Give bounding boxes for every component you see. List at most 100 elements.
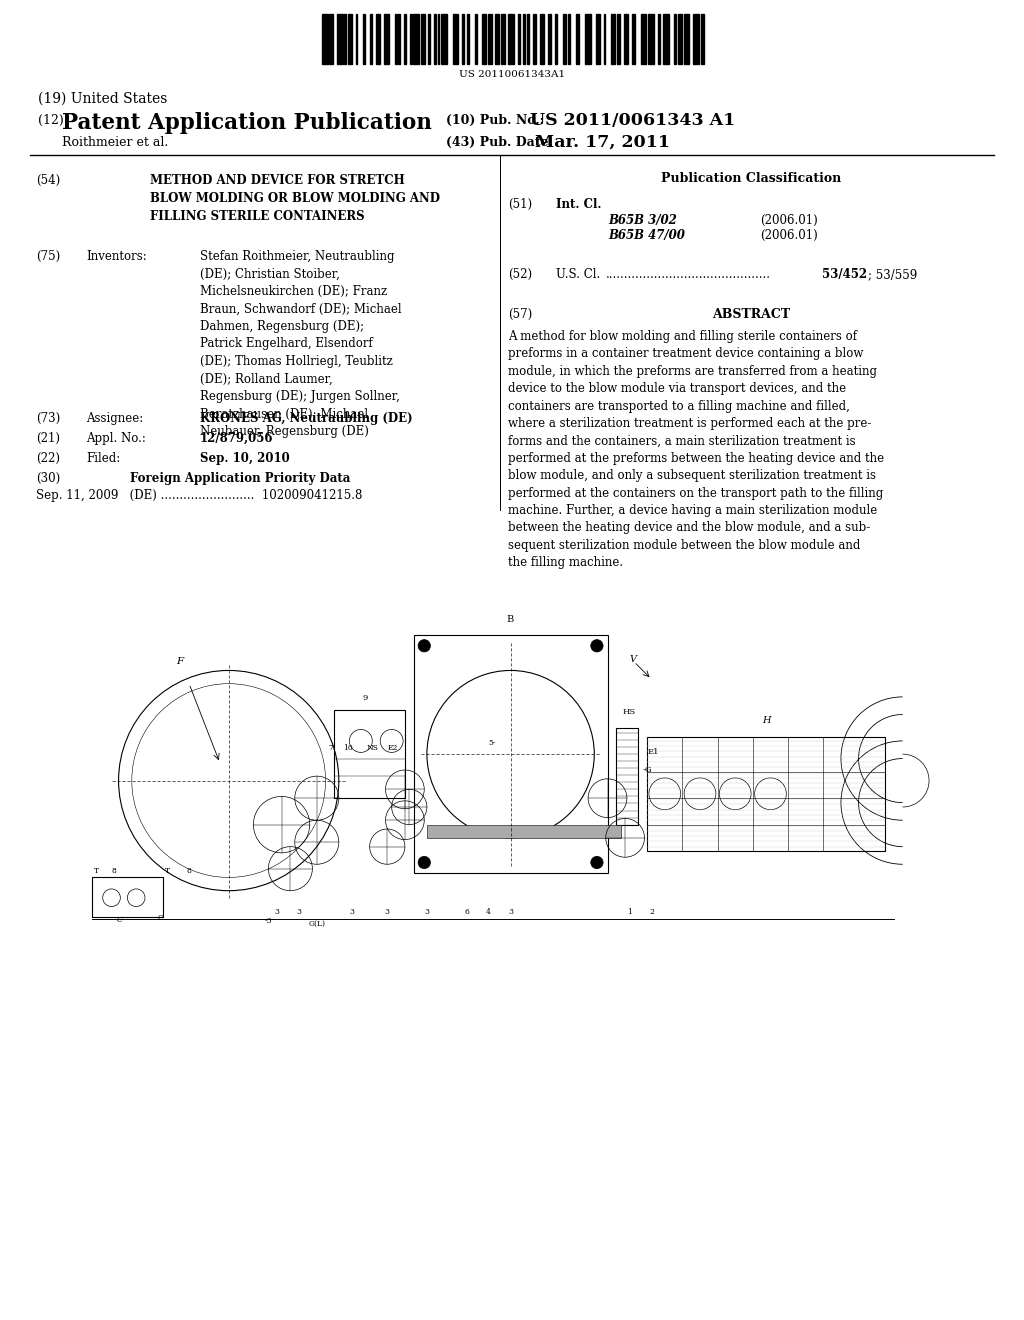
Bar: [548, 15, 551, 63]
Text: -G: -G: [643, 766, 652, 774]
Bar: [647, 737, 885, 851]
Bar: [657, 15, 659, 63]
Text: Inventors:: Inventors:: [86, 249, 146, 263]
Bar: [398, 15, 400, 63]
Bar: [330, 15, 333, 63]
Text: E1: E1: [647, 748, 658, 756]
Circle shape: [418, 640, 430, 652]
Bar: [575, 15, 580, 63]
Text: Patent Application Publication: Patent Application Publication: [62, 112, 432, 135]
Bar: [624, 15, 628, 63]
Text: US 2011/0061343 A1: US 2011/0061343 A1: [530, 112, 735, 129]
Bar: [596, 15, 600, 63]
Text: 10: 10: [343, 743, 353, 751]
Bar: [364, 15, 365, 63]
Bar: [335, 710, 404, 799]
Bar: [437, 15, 439, 63]
Bar: [394, 15, 396, 63]
Bar: [693, 15, 698, 63]
Text: ............................................: ........................................…: [606, 268, 771, 281]
Text: (2006.01): (2006.01): [760, 214, 818, 227]
Bar: [501, 15, 505, 63]
Text: E2: E2: [387, 743, 397, 751]
Circle shape: [418, 857, 430, 869]
Bar: [641, 15, 646, 63]
Text: (54): (54): [36, 174, 60, 187]
Bar: [92, 878, 163, 917]
Bar: [684, 15, 689, 63]
Text: (51): (51): [508, 198, 532, 211]
Bar: [344, 15, 346, 63]
Text: (43) Pub. Date:: (43) Pub. Date:: [446, 136, 553, 149]
Bar: [523, 15, 525, 63]
Text: G(L): G(L): [308, 920, 326, 928]
Bar: [555, 15, 557, 63]
Text: US 20110061343A1: US 20110061343A1: [459, 70, 565, 79]
Bar: [632, 15, 635, 63]
Bar: [434, 15, 436, 63]
Bar: [428, 15, 430, 63]
Text: (21): (21): [36, 432, 60, 445]
Text: Appl. No.:: Appl. No.:: [86, 432, 145, 445]
Bar: [410, 15, 412, 63]
Text: 8: 8: [186, 867, 191, 875]
Text: B65B 3/02: B65B 3/02: [608, 214, 677, 227]
Text: (73): (73): [36, 412, 60, 425]
Bar: [509, 15, 514, 63]
Text: -3: -3: [264, 917, 272, 925]
Bar: [376, 15, 380, 63]
Text: Foreign Application Priority Data: Foreign Application Priority Data: [130, 473, 350, 484]
Bar: [355, 15, 357, 63]
Text: Roithmeier et al.: Roithmeier et al.: [62, 136, 168, 149]
Text: (2006.01): (2006.01): [760, 228, 818, 242]
Text: Stefan Roithmeier, Neutraubling
(DE); Christian Stoiber,
Michelsneukirchen (DE);: Stefan Roithmeier, Neutraubling (DE); Ch…: [200, 249, 401, 438]
Text: 8: 8: [112, 867, 117, 875]
Text: 53/452: 53/452: [822, 268, 867, 281]
Bar: [603, 15, 605, 63]
Bar: [467, 15, 469, 63]
Bar: [414, 635, 607, 873]
Text: Publication Classification: Publication Classification: [660, 172, 841, 185]
Text: 3: 3: [297, 908, 302, 916]
Text: ABSTRACT: ABSTRACT: [712, 308, 791, 321]
Text: T: T: [94, 867, 99, 875]
Text: 2: 2: [649, 908, 654, 916]
Bar: [518, 15, 519, 63]
Bar: [496, 15, 499, 63]
Text: 12/879,056: 12/879,056: [200, 432, 273, 445]
Bar: [441, 15, 446, 63]
Bar: [616, 15, 621, 63]
Bar: [527, 15, 529, 63]
Text: (75): (75): [36, 249, 60, 263]
Bar: [427, 825, 621, 838]
Bar: [562, 15, 566, 63]
Bar: [664, 15, 669, 63]
Text: 9: 9: [362, 693, 368, 701]
Text: U.S. Cl.: U.S. Cl.: [556, 268, 600, 281]
Text: (30): (30): [36, 473, 60, 484]
Bar: [322, 15, 328, 63]
Text: T: T: [165, 867, 170, 875]
Text: 3: 3: [274, 908, 280, 916]
Circle shape: [591, 857, 603, 869]
Text: Mar. 17, 2011: Mar. 17, 2011: [535, 135, 670, 150]
Text: Assignee:: Assignee:: [86, 412, 143, 425]
Text: METHOD AND DEVICE FOR STRETCH
BLOW MOLDING OR BLOW MOLDING AND
FILLING STERILE C: METHOD AND DEVICE FOR STRETCH BLOW MOLDI…: [150, 174, 440, 223]
Text: Sep. 11, 2009   (DE) .........................  102009041215.8: Sep. 11, 2009 (DE) .....................…: [36, 488, 362, 502]
Bar: [616, 727, 638, 825]
Bar: [414, 15, 419, 63]
Text: B65B 47/00: B65B 47/00: [608, 228, 685, 242]
Text: (10) Pub. No.:: (10) Pub. No.:: [446, 114, 544, 127]
Text: F: F: [176, 657, 183, 667]
Text: C: C: [117, 916, 123, 924]
Text: 5-: 5-: [488, 739, 496, 747]
Bar: [675, 15, 676, 63]
Text: 6: 6: [464, 908, 469, 916]
Text: A method for blow molding and filling sterile containers of
preforms in a contai: A method for blow molding and filling st…: [508, 330, 884, 569]
Bar: [348, 15, 352, 63]
Text: ; 53/559: ; 53/559: [868, 268, 918, 281]
Text: (57): (57): [508, 308, 532, 321]
Bar: [541, 15, 544, 63]
Bar: [337, 15, 342, 63]
Text: B: B: [506, 615, 513, 624]
